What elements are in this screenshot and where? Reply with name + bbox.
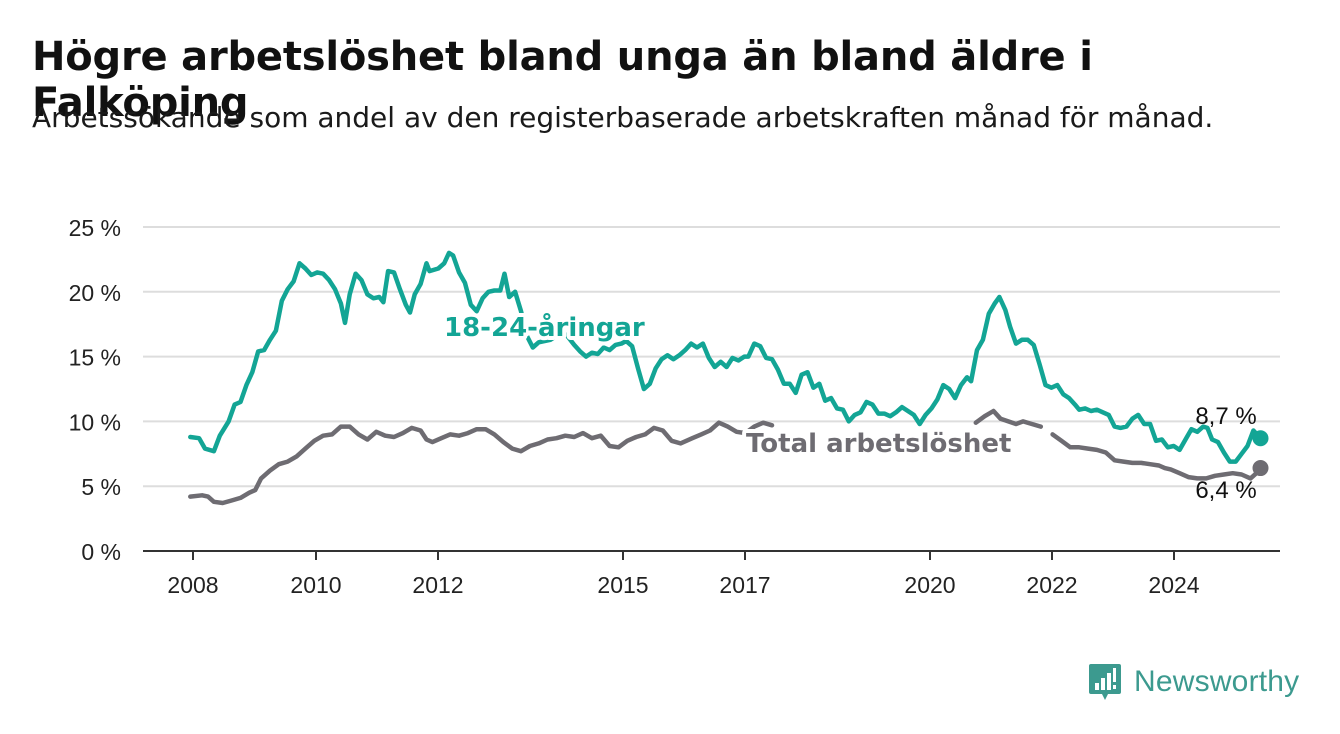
series-line-total <box>973 408 1044 429</box>
series-line-total <box>188 420 775 506</box>
series-lines <box>188 250 1263 506</box>
x-tick-label: 2010 <box>290 572 341 598</box>
x-tick-label: 2015 <box>597 572 648 598</box>
axes: 0 % 5 % 10 % 15 % 20 % 25 % 2008 2010 2012 2015 20… <box>69 215 1280 598</box>
x-tick-label: 2024 <box>1148 572 1199 598</box>
series-label-youth: 18-24-åringar <box>444 311 645 343</box>
x-tick-label: 2020 <box>904 572 955 598</box>
x-tick-label: 2008 <box>167 572 218 598</box>
y-tick-label: 10 % <box>69 409 121 435</box>
end-value-label-youth: 8,7 % <box>1195 403 1256 430</box>
series-label-youth-halo: 18-24-åringar <box>444 311 645 343</box>
x-tick-label: 2017 <box>719 572 770 598</box>
y-tick-label: 20 % <box>69 280 121 306</box>
page-subtitle: Arbetssökande som andel av den registerb… <box>32 101 1214 134</box>
y-tick-label: 25 % <box>69 215 121 241</box>
series-endpoint-youth <box>1252 430 1269 447</box>
y-tick-label: 15 % <box>69 345 121 371</box>
grid-lines <box>143 226 1280 488</box>
y-tick-label: 5 % <box>81 474 121 500</box>
series-line-total <box>1050 432 1263 481</box>
y-tick-label: 0 % <box>81 539 121 565</box>
brand: Newsworthy <box>1088 660 1299 704</box>
series-label-total: Total arbetslöshet <box>746 429 1011 459</box>
brand-name: Newsworthy <box>1134 665 1300 698</box>
x-tick-label: 2012 <box>412 572 463 598</box>
end-value-label-total: 6,4 % <box>1195 477 1256 504</box>
newsworthy-logo-icon <box>1089 664 1121 700</box>
page-title: Högre arbetslöshet bland unga än bland ä… <box>32 34 1093 126</box>
series-label-total-halo: Total arbetslöshet <box>746 429 1011 459</box>
x-tick-label: 2022 <box>1026 572 1077 598</box>
series-endpoint-total <box>1252 460 1269 477</box>
series-line-youth <box>188 250 1263 464</box>
